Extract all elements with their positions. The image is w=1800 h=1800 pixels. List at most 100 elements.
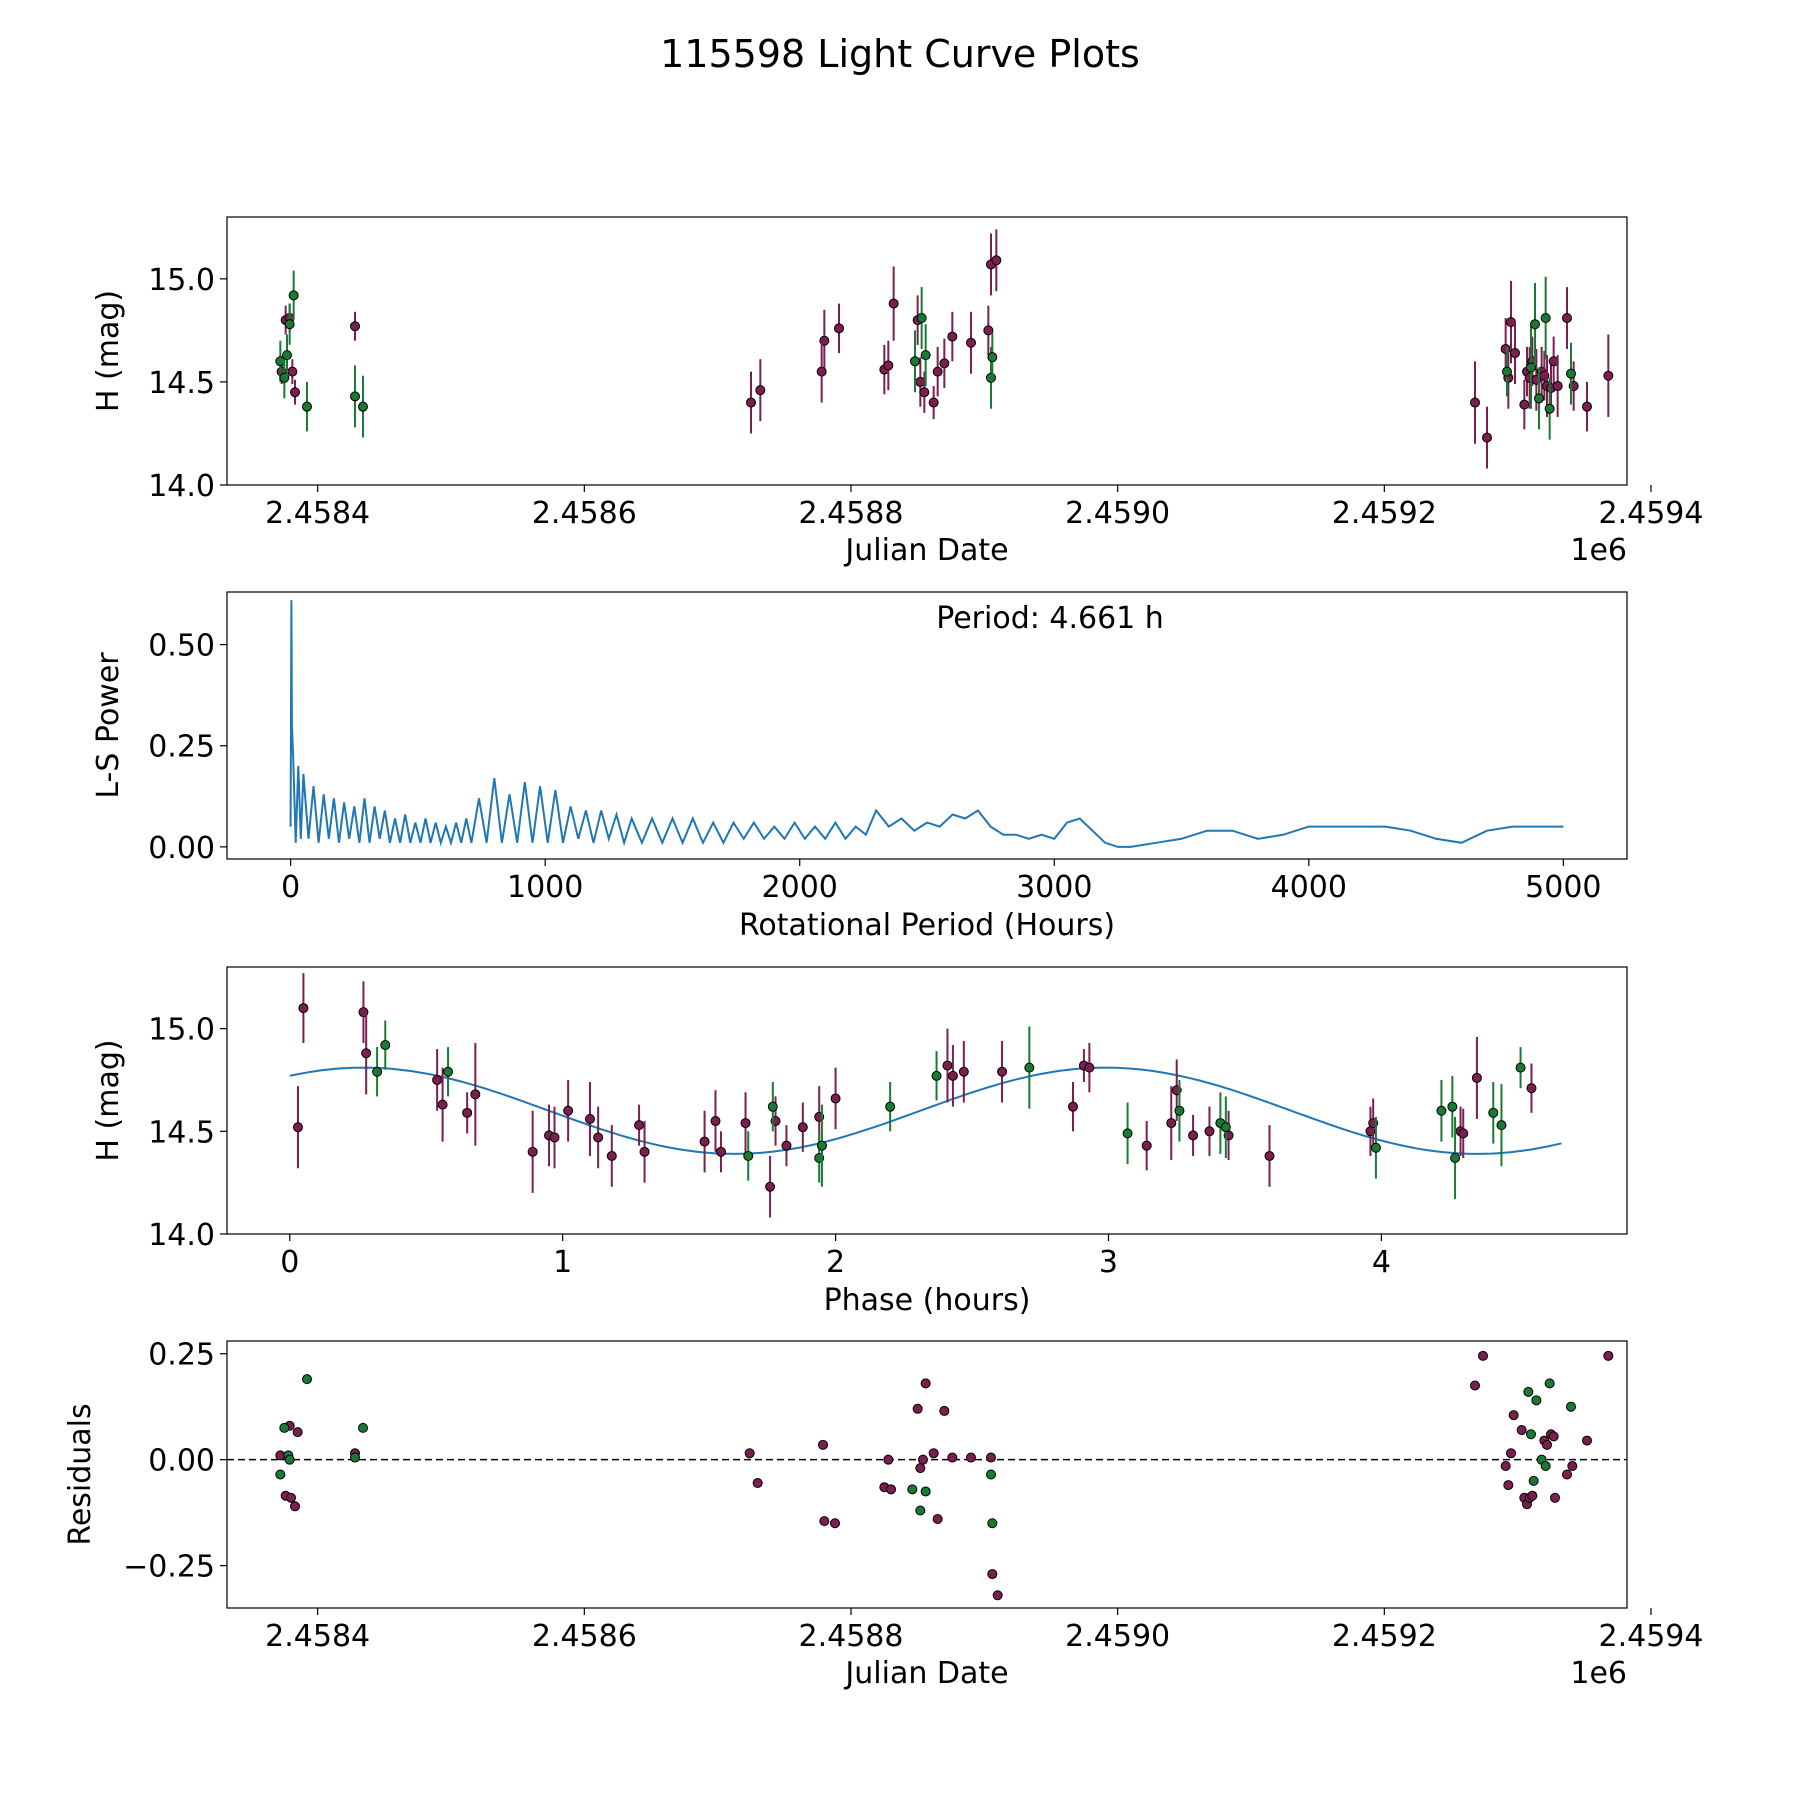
data-point	[286, 1492, 296, 1503]
data-point	[563, 1105, 574, 1116]
x-tick-label: 1	[553, 1245, 572, 1280]
data-point	[1506, 1448, 1516, 1459]
panel-lightcurve: 2.4584 2.4586 2.4588 2.4590 2.4592 2.4594 14.0…	[91, 216, 1703, 568]
data-point	[282, 350, 292, 361]
series-filter-r	[275, 270, 1576, 440]
data-point	[1068, 1101, 1079, 1112]
data-point	[298, 1003, 309, 1014]
x-tick-label: 2.4592	[1332, 496, 1437, 531]
data-point	[1567, 1461, 1578, 1472]
data-point	[1526, 1429, 1536, 1440]
series-filter-r	[275, 1374, 1576, 1529]
y-tick-label: 14.5	[148, 366, 215, 401]
data-point	[888, 298, 899, 309]
data-point	[1530, 319, 1540, 330]
data-point	[302, 401, 312, 412]
data-point	[549, 1132, 560, 1143]
data-point	[1550, 1492, 1560, 1503]
y-tick-label: 15.0	[148, 263, 215, 298]
periodogram-line	[289, 600, 1564, 848]
y-axis-label: H (mag)	[91, 1039, 126, 1161]
data-point	[752, 1477, 763, 1488]
data-point	[740, 1118, 751, 1129]
data-point	[1519, 399, 1530, 410]
data-point	[983, 325, 994, 336]
data-point	[947, 331, 958, 342]
data-point	[986, 372, 996, 383]
data-point	[1500, 1461, 1511, 1472]
x-offset-label: 1e6	[1570, 533, 1627, 568]
data-point	[1562, 313, 1572, 324]
data-point	[1024, 1062, 1035, 1073]
data-point	[1523, 1386, 1534, 1397]
data-point	[290, 387, 300, 398]
x-offset-label: 1e6	[1570, 1656, 1627, 1691]
data-point	[1450, 1153, 1461, 1164]
y-tick-label: 0.00	[148, 831, 215, 866]
data-point	[987, 352, 998, 363]
data-point	[1544, 403, 1555, 414]
data-point	[1122, 1128, 1133, 1139]
data-point	[1603, 370, 1614, 381]
data-point	[942, 1060, 953, 1071]
data-point	[885, 1101, 896, 1112]
x-tick-label: 2.4586	[532, 1619, 637, 1654]
x-tick-label: 2.4588	[799, 1619, 904, 1654]
data-point	[606, 1150, 617, 1161]
data-point	[1540, 1461, 1551, 1472]
data-point	[527, 1146, 538, 1157]
data-point	[928, 1448, 939, 1459]
data-point	[966, 337, 976, 348]
data-point	[966, 1452, 976, 1463]
x-axis-label: Julian Date	[843, 1656, 1008, 1691]
data-point	[1471, 1072, 1482, 1083]
data-point	[1526, 1083, 1537, 1094]
data-point	[816, 1140, 827, 1151]
data-point	[292, 1122, 303, 1133]
x-tick-label: 2.4590	[1065, 1619, 1170, 1654]
x-axis-label: Julian Date	[843, 533, 1008, 568]
x-tick-label: 0	[281, 870, 300, 905]
y-axis-label: Residuals	[63, 1403, 98, 1545]
data-point	[1526, 362, 1536, 373]
data-point	[916, 313, 927, 324]
data-point	[883, 360, 894, 371]
data-point	[1510, 348, 1520, 359]
y-tick-label: 14.0	[148, 1218, 215, 1253]
data-point	[358, 401, 368, 412]
data-point	[288, 290, 299, 301]
data-point	[939, 358, 950, 369]
data-point	[883, 1454, 894, 1465]
data-point	[830, 1518, 840, 1529]
data-point	[699, 1136, 710, 1147]
data-point	[928, 397, 939, 408]
plot-area-residuals	[227, 1350, 1627, 1601]
data-point	[1552, 381, 1563, 392]
data-point	[746, 397, 756, 408]
x-tick-label: 2.4584	[265, 1619, 370, 1654]
data-point	[639, 1146, 650, 1157]
data-point	[1458, 1128, 1469, 1139]
data-point	[361, 1048, 372, 1059]
data-point	[744, 1448, 755, 1459]
y-tick-label: 0.25	[148, 730, 215, 765]
series-filter-r	[372, 1020, 1526, 1200]
data-point	[918, 1454, 928, 1465]
data-point	[816, 366, 827, 377]
data-point	[907, 1484, 918, 1495]
data-point	[1204, 1126, 1215, 1137]
data-point	[910, 356, 920, 367]
data-point	[947, 1452, 958, 1463]
data-point	[1534, 393, 1544, 404]
x-tick-label: 2.4584	[265, 496, 370, 531]
data-point	[292, 1427, 303, 1438]
data-point	[920, 1486, 931, 1497]
panel-periodogram: 0 1000 2000 3000 4000 5000 0.00 0.25 0.50 Rotatio…	[91, 591, 1628, 943]
data-point	[765, 1181, 776, 1192]
data-point	[992, 1590, 1003, 1601]
data-point	[380, 1040, 391, 1051]
y-tick-label: 14.0	[148, 469, 215, 504]
data-point	[939, 1405, 950, 1416]
data-point	[1470, 397, 1480, 408]
data-point	[1566, 1401, 1576, 1412]
